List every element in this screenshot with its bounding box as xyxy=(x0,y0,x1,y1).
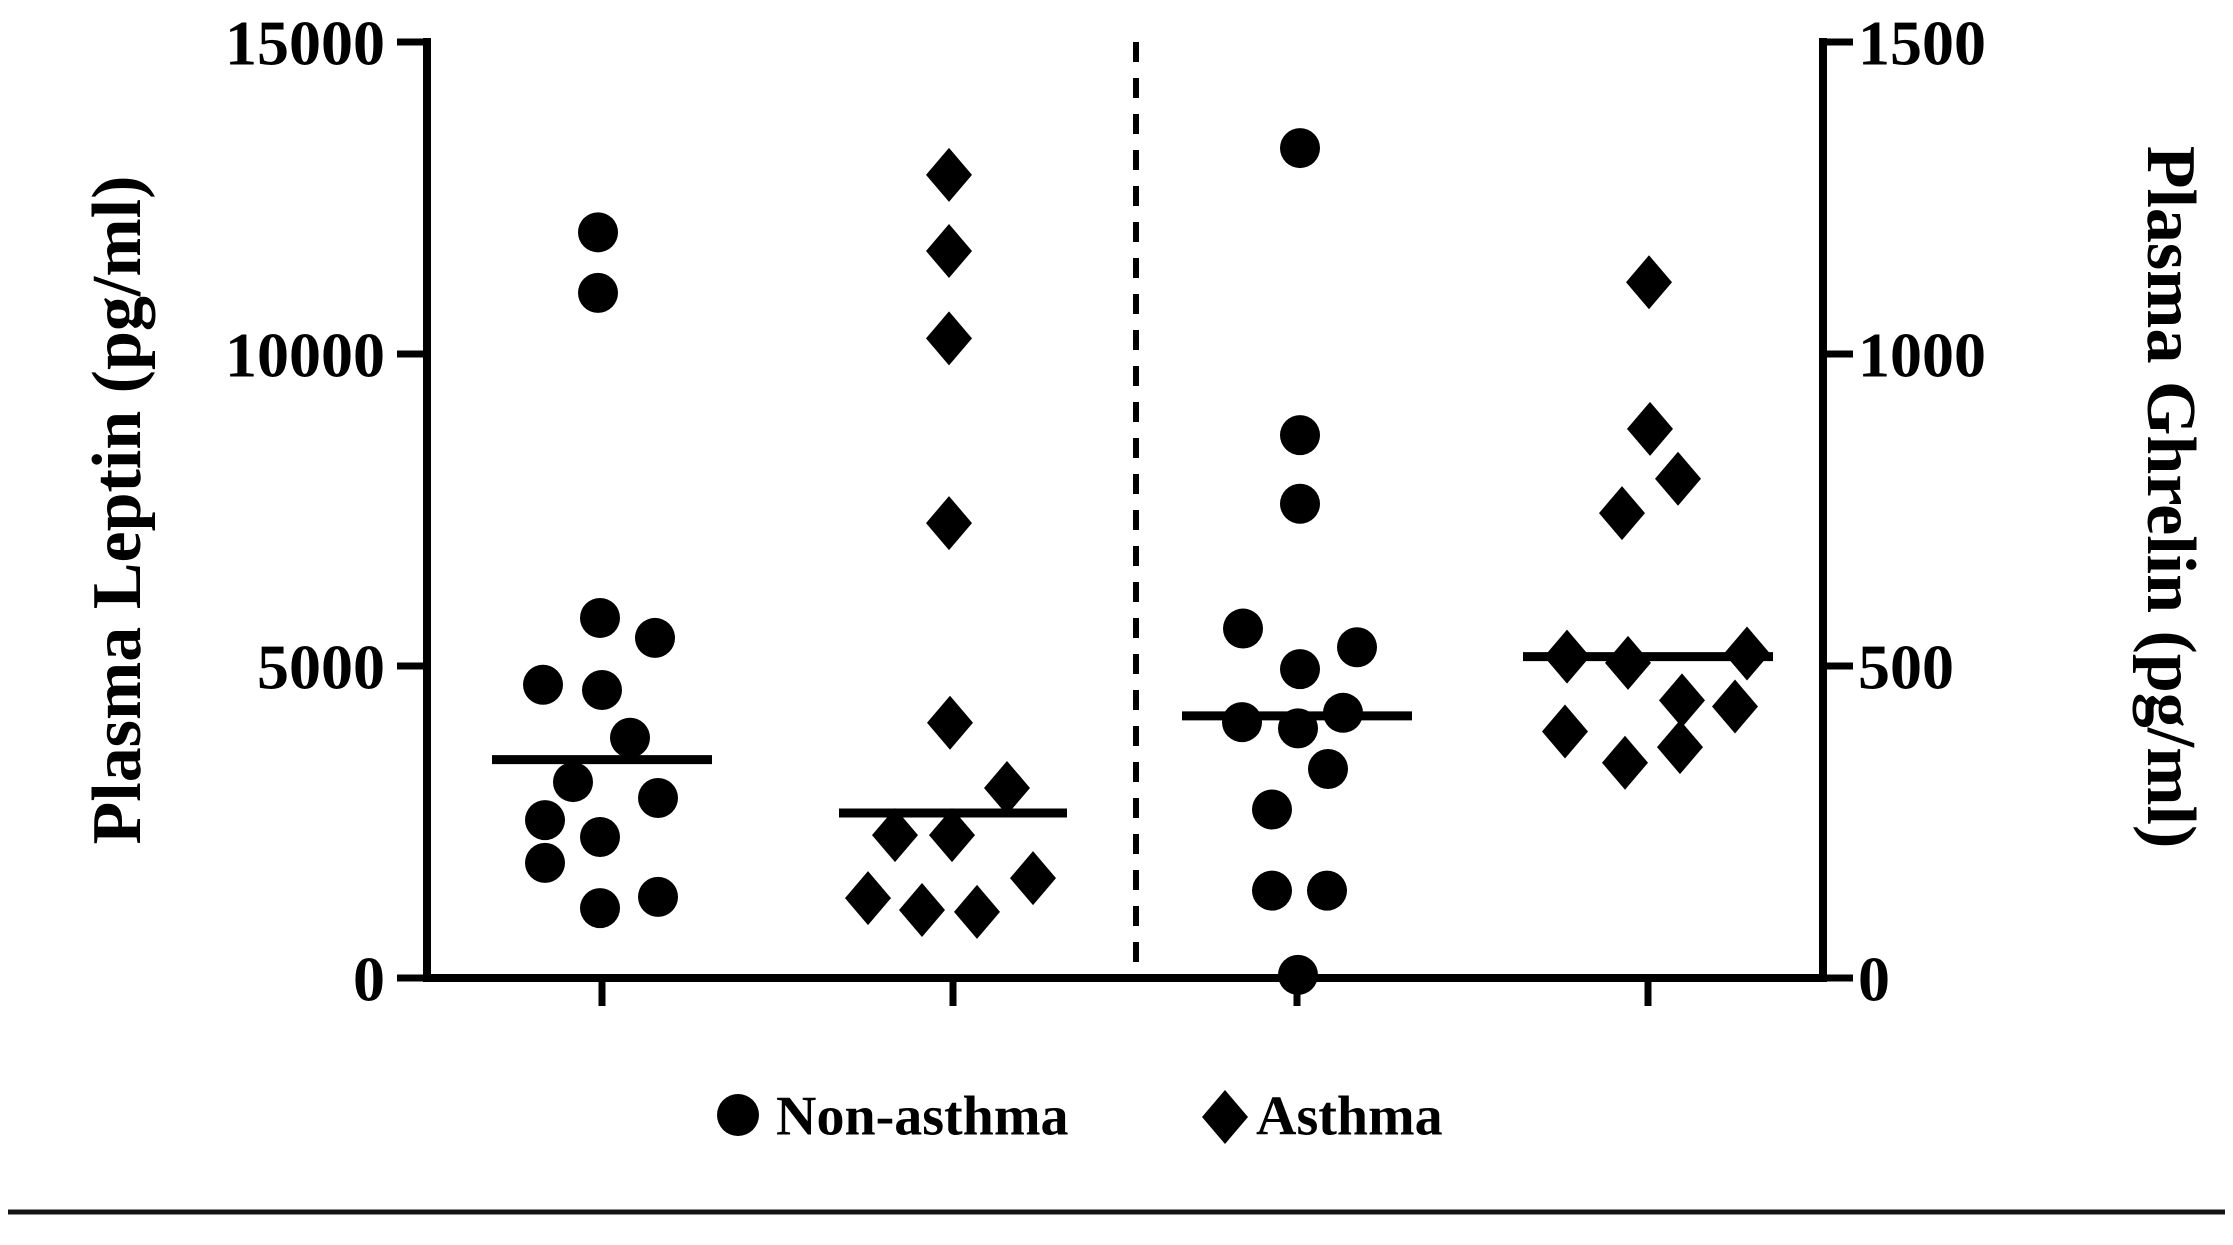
data-point-circle xyxy=(525,800,565,841)
left-axis-tick-label: 10000 xyxy=(225,319,385,390)
data-point-diamond xyxy=(1605,635,1651,690)
data-point-circle xyxy=(1280,415,1320,456)
data-point-diamond xyxy=(929,808,975,863)
data-point-circle xyxy=(580,597,620,638)
data-point-circle xyxy=(1280,128,1320,169)
data-point-diamond xyxy=(926,496,972,551)
left-axis-tick-label: 5000 xyxy=(257,631,385,702)
data-point-circle xyxy=(638,876,678,917)
data-point-diamond xyxy=(1655,451,1701,506)
data-point-diamond xyxy=(845,871,891,926)
data-point-circle xyxy=(1337,627,1377,668)
data-point-diamond xyxy=(1542,704,1588,759)
right-axis-title: Plasma Ghrelin (pg/ml) xyxy=(2132,146,2209,849)
data-point-circle xyxy=(1223,608,1263,649)
data-point-diamond xyxy=(1626,255,1672,310)
data-point-circle xyxy=(1252,789,1292,830)
data-point-diamond xyxy=(926,311,972,366)
right-axis-tick-label: 0 xyxy=(1858,943,1890,1014)
data-point-circle xyxy=(1280,649,1320,690)
data-point-circle xyxy=(1307,870,1347,911)
data-point-circle xyxy=(1280,483,1320,524)
data-point-circle xyxy=(1278,954,1318,995)
legend-diamond-icon xyxy=(1202,1090,1248,1144)
legend-circle-icon xyxy=(717,1094,759,1136)
data-point-circle xyxy=(580,888,620,929)
right-axis-tick-label: 1500 xyxy=(1858,7,1986,78)
left-axis-title: Plasma Leptin (pg/ml) xyxy=(79,176,156,845)
data-point-diamond xyxy=(926,224,972,279)
right-axis-tick-label: 1000 xyxy=(1858,319,1986,390)
data-point-circle xyxy=(582,670,622,711)
data-point-diamond xyxy=(1712,679,1758,734)
data-point-diamond xyxy=(899,882,945,937)
data-point-circle xyxy=(580,816,620,857)
data-point-circle xyxy=(578,212,618,253)
data-point-diamond xyxy=(954,884,1000,939)
data-point-circle xyxy=(1278,708,1318,749)
right-axis-tick-label: 500 xyxy=(1858,631,1954,702)
data-point-circle xyxy=(638,777,678,818)
data-point-diamond xyxy=(984,760,1030,815)
data-point-circle xyxy=(610,717,650,758)
legend-label-non-asthma: Non-asthma xyxy=(776,1086,1068,1148)
data-point-diamond xyxy=(1659,673,1705,728)
data-point-circle xyxy=(525,842,565,883)
left-axis-tick-label: 15000 xyxy=(225,7,385,78)
left-axis-tick-label: 0 xyxy=(353,943,385,1014)
data-point-circle xyxy=(523,664,563,705)
legend-label-asthma: Asthma xyxy=(1256,1086,1443,1148)
data-point-circle xyxy=(1308,748,1348,789)
data-point-diamond xyxy=(926,147,972,202)
axis-frame xyxy=(423,38,1827,982)
data-point-diamond xyxy=(1657,720,1703,775)
data-point-diamond xyxy=(1602,735,1648,790)
data-point-circle xyxy=(635,617,675,658)
data-point-diamond xyxy=(1544,629,1590,684)
data-point-diamond xyxy=(872,808,918,863)
data-point-circle xyxy=(1222,702,1262,743)
data-point-diamond xyxy=(1010,851,1056,906)
legend: Non-asthma Asthma xyxy=(717,1086,1443,1148)
chart-dynamic-layer: 0 5000 10000 15000 0 500 1000 1500 xyxy=(225,7,1986,1014)
data-point-circle xyxy=(1252,870,1292,911)
data-point-diamond xyxy=(1627,401,1673,456)
data-point-diamond xyxy=(1724,626,1770,681)
data-point-circle xyxy=(1323,692,1363,733)
data-point-circle xyxy=(578,272,618,313)
data-point-diamond xyxy=(1599,486,1645,541)
data-point-circle xyxy=(553,762,593,803)
data-point-diamond xyxy=(927,695,973,750)
